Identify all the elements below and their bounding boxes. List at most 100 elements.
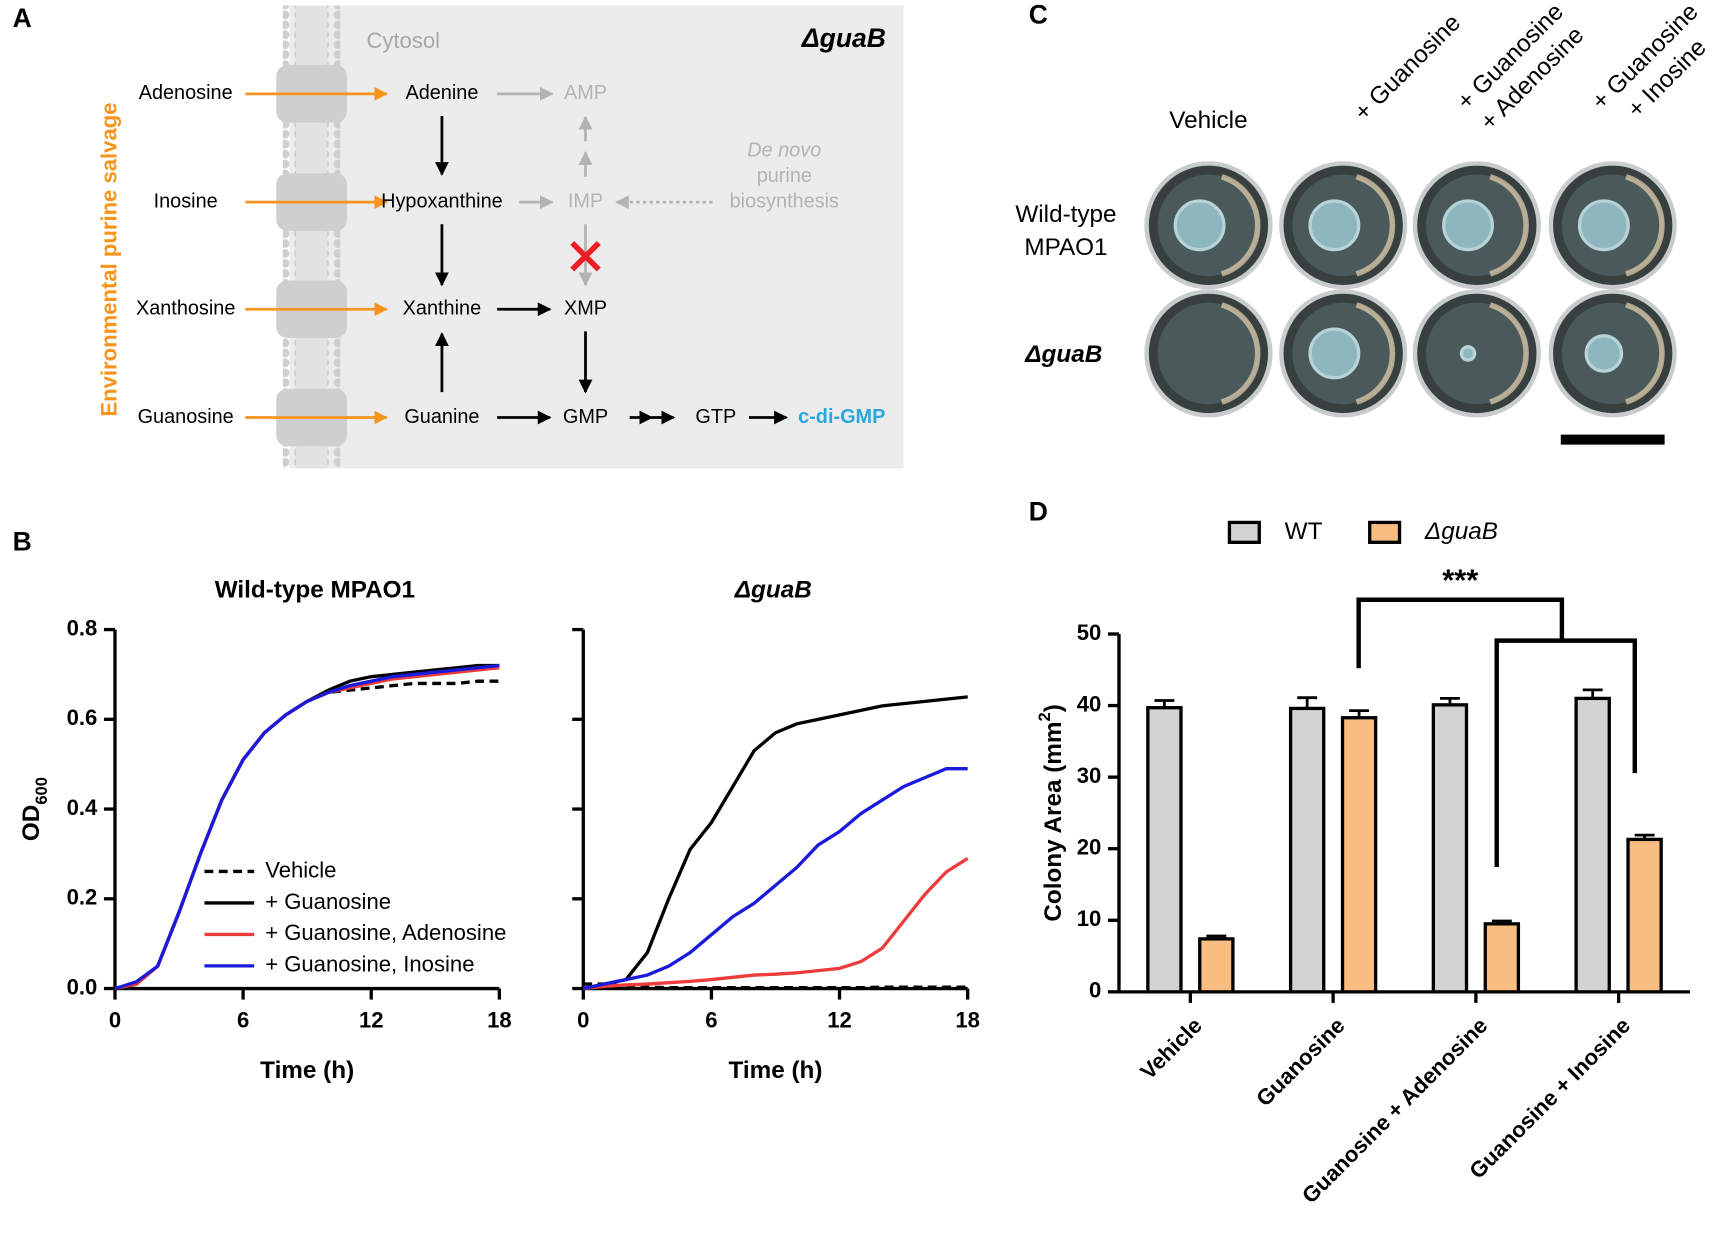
x-tick-label: 12	[359, 1008, 384, 1033]
line-series	[582, 767, 968, 991]
line-series	[582, 695, 968, 991]
x-tick-label: 0	[109, 1008, 121, 1033]
panel-label: B	[13, 526, 32, 556]
pathway-label: De novo	[747, 140, 821, 162]
y-tick-label: 40	[1077, 691, 1102, 716]
legend-label: Vehicle	[265, 857, 336, 882]
error-bar	[1582, 688, 1603, 699]
pathway-label: Environmental purine salvage	[96, 103, 121, 417]
error-bar	[1297, 696, 1318, 709]
y-axis-label-part: OD	[19, 805, 46, 841]
x-axis-label: Time (h)	[260, 1057, 354, 1084]
panel-label: C	[1029, 0, 1048, 30]
panel-label: D	[1029, 497, 1048, 527]
line-series	[114, 663, 500, 991]
nucleotide: IMP	[568, 190, 603, 212]
plate-reflection	[1489, 174, 1529, 277]
column-label: Vehicle	[1169, 107, 1247, 134]
external-nucleoside: Inosine	[154, 190, 218, 212]
legend-label: + Guanosine	[265, 889, 391, 914]
plate-agar	[1426, 302, 1528, 405]
legend-swatch	[1227, 520, 1261, 544]
y-axis-label-part: )	[1040, 704, 1067, 712]
nucleotide: GTP	[695, 406, 736, 428]
y-tick-label: 0.4	[67, 795, 98, 820]
x-tick-label: 6	[705, 1008, 717, 1033]
colony	[1308, 199, 1361, 252]
row-label: Wild-type	[1015, 201, 1116, 228]
bar	[1198, 937, 1235, 994]
x-tick-label: Guanosine + Inosine	[1464, 1013, 1635, 1184]
cytosol-box	[289, 5, 904, 469]
error-bar	[1634, 833, 1655, 840]
plate-reflection	[1220, 302, 1261, 405]
bar	[1626, 837, 1663, 994]
line-series	[583, 982, 968, 990]
error-bar	[1439, 697, 1460, 705]
chart-title: ΔguaB	[734, 576, 812, 603]
x-tick-label: Guanosine	[1251, 1013, 1349, 1111]
y-tick-label: 0.8	[67, 615, 98, 640]
y-tick-label: 10	[1077, 906, 1102, 931]
nucleotide: GMP	[563, 406, 608, 428]
plate-reflection	[1355, 174, 1396, 277]
y-axis-label: Colony Area (mm2)	[1035, 704, 1068, 921]
y-tick-label: 0.6	[67, 705, 98, 730]
y-axis-label-part: 2	[1035, 712, 1054, 721]
legend-label: ΔguaB	[1424, 518, 1498, 545]
y-axis-label-part: Colony Area (mm	[1040, 722, 1067, 922]
plate-reflection	[1625, 174, 1665, 277]
bar	[1288, 706, 1326, 994]
x-tick-label: 18	[487, 1008, 512, 1033]
colony	[1442, 199, 1494, 252]
legend-label: + Guanosine, Adenosine	[265, 920, 506, 945]
base: Hypoxanthine	[381, 190, 503, 212]
bar	[1483, 922, 1521, 994]
row-label: MPAO1	[1024, 234, 1107, 261]
row-label: ΔguaB	[1024, 341, 1102, 368]
x-tick-label: Vehicle	[1135, 1013, 1206, 1084]
error-bar	[1491, 919, 1512, 924]
y-axis-label-part: 600	[32, 777, 51, 805]
colony	[1308, 327, 1361, 380]
colony	[1173, 199, 1226, 252]
base: Adenine	[405, 82, 478, 104]
error-bar	[1349, 709, 1370, 718]
y-tick-label: 30	[1077, 763, 1102, 788]
legend-swatch	[1368, 520, 1402, 544]
nucleotide: XMP	[564, 298, 607, 320]
x-tick-label: 6	[237, 1008, 249, 1033]
bar	[1574, 696, 1611, 994]
x-tick-label: 18	[955, 1008, 980, 1033]
external-nucleoside: Guanosine	[138, 406, 234, 428]
plate-reflection	[1489, 302, 1529, 405]
plate-agar	[1157, 302, 1260, 405]
colony	[1577, 199, 1630, 252]
y-tick-label: 20	[1077, 835, 1102, 860]
plate-reflection	[1625, 302, 1665, 405]
line-series	[583, 857, 969, 991]
compartment-label: Cytosol	[366, 28, 440, 53]
plate-reflection	[1355, 302, 1396, 405]
strain-label: ΔguaB	[801, 23, 886, 53]
significance-label: ***	[1442, 562, 1478, 597]
chart-title: Wild-type MPAO1	[215, 576, 415, 603]
significance-bracket	[1356, 597, 1638, 868]
x-axis-label: Time (h)	[728, 1057, 822, 1084]
bar	[1431, 703, 1469, 994]
pathway-label: biosynthesis	[730, 190, 839, 212]
inhibition-mark	[570, 241, 601, 272]
external-nucleoside: Xanthosine	[136, 298, 235, 320]
y-tick-label: 0.0	[67, 974, 98, 999]
error-bar	[1154, 699, 1175, 708]
plate-reflection	[1220, 174, 1261, 277]
y-tick-label: 50	[1077, 620, 1102, 645]
panel-label: A	[13, 3, 32, 33]
base: Xanthine	[403, 298, 481, 320]
base: Guanine	[404, 406, 479, 428]
error-bar	[1206, 934, 1227, 939]
colony	[1584, 334, 1624, 373]
pathway-label: purine	[757, 165, 812, 187]
legend-label: + Guanosine, Inosine	[265, 952, 474, 977]
